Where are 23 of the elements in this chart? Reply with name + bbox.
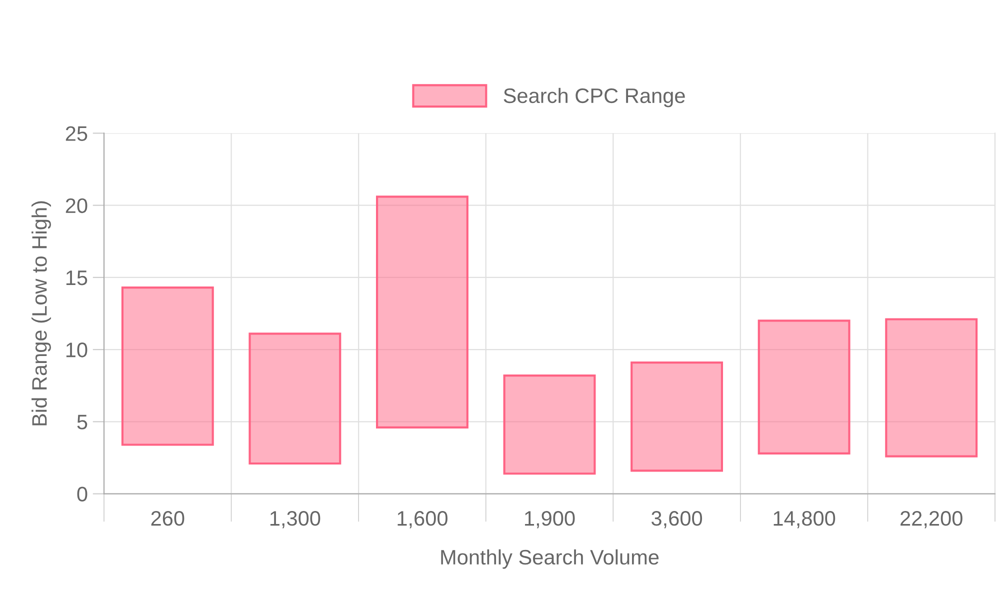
legend-label: Search CPC Range	[504, 88, 685, 108]
bar	[376, 196, 468, 428]
x-tick-label: 22,200	[900, 511, 962, 528]
x-tick-label: 1,600	[398, 511, 448, 528]
x-tick-label: 260	[151, 511, 184, 526]
bar	[758, 320, 850, 454]
bar	[503, 374, 596, 475]
y-tick-label: 15	[66, 270, 88, 286]
y-axis-title: Bid Range (Low to High)	[32, 201, 51, 426]
x-tick-label: 1,300	[270, 511, 320, 528]
bar	[121, 286, 214, 446]
y-tick-label: 0	[77, 486, 88, 502]
y-tick-label: 20	[66, 198, 88, 214]
y-tick-label: 25	[66, 126, 88, 141]
x-tick-label: 1,900	[525, 511, 575, 528]
y-tick-label: 10	[66, 342, 88, 358]
x-tick-label: 3,600	[652, 511, 702, 528]
bar	[248, 332, 342, 465]
bar	[630, 361, 724, 472]
x-axis-title: Monthly Search Volume	[441, 549, 659, 569]
y-tick-label: 5	[77, 414, 88, 430]
x-tick-label: 14,800	[774, 511, 836, 528]
bar	[885, 318, 978, 458]
